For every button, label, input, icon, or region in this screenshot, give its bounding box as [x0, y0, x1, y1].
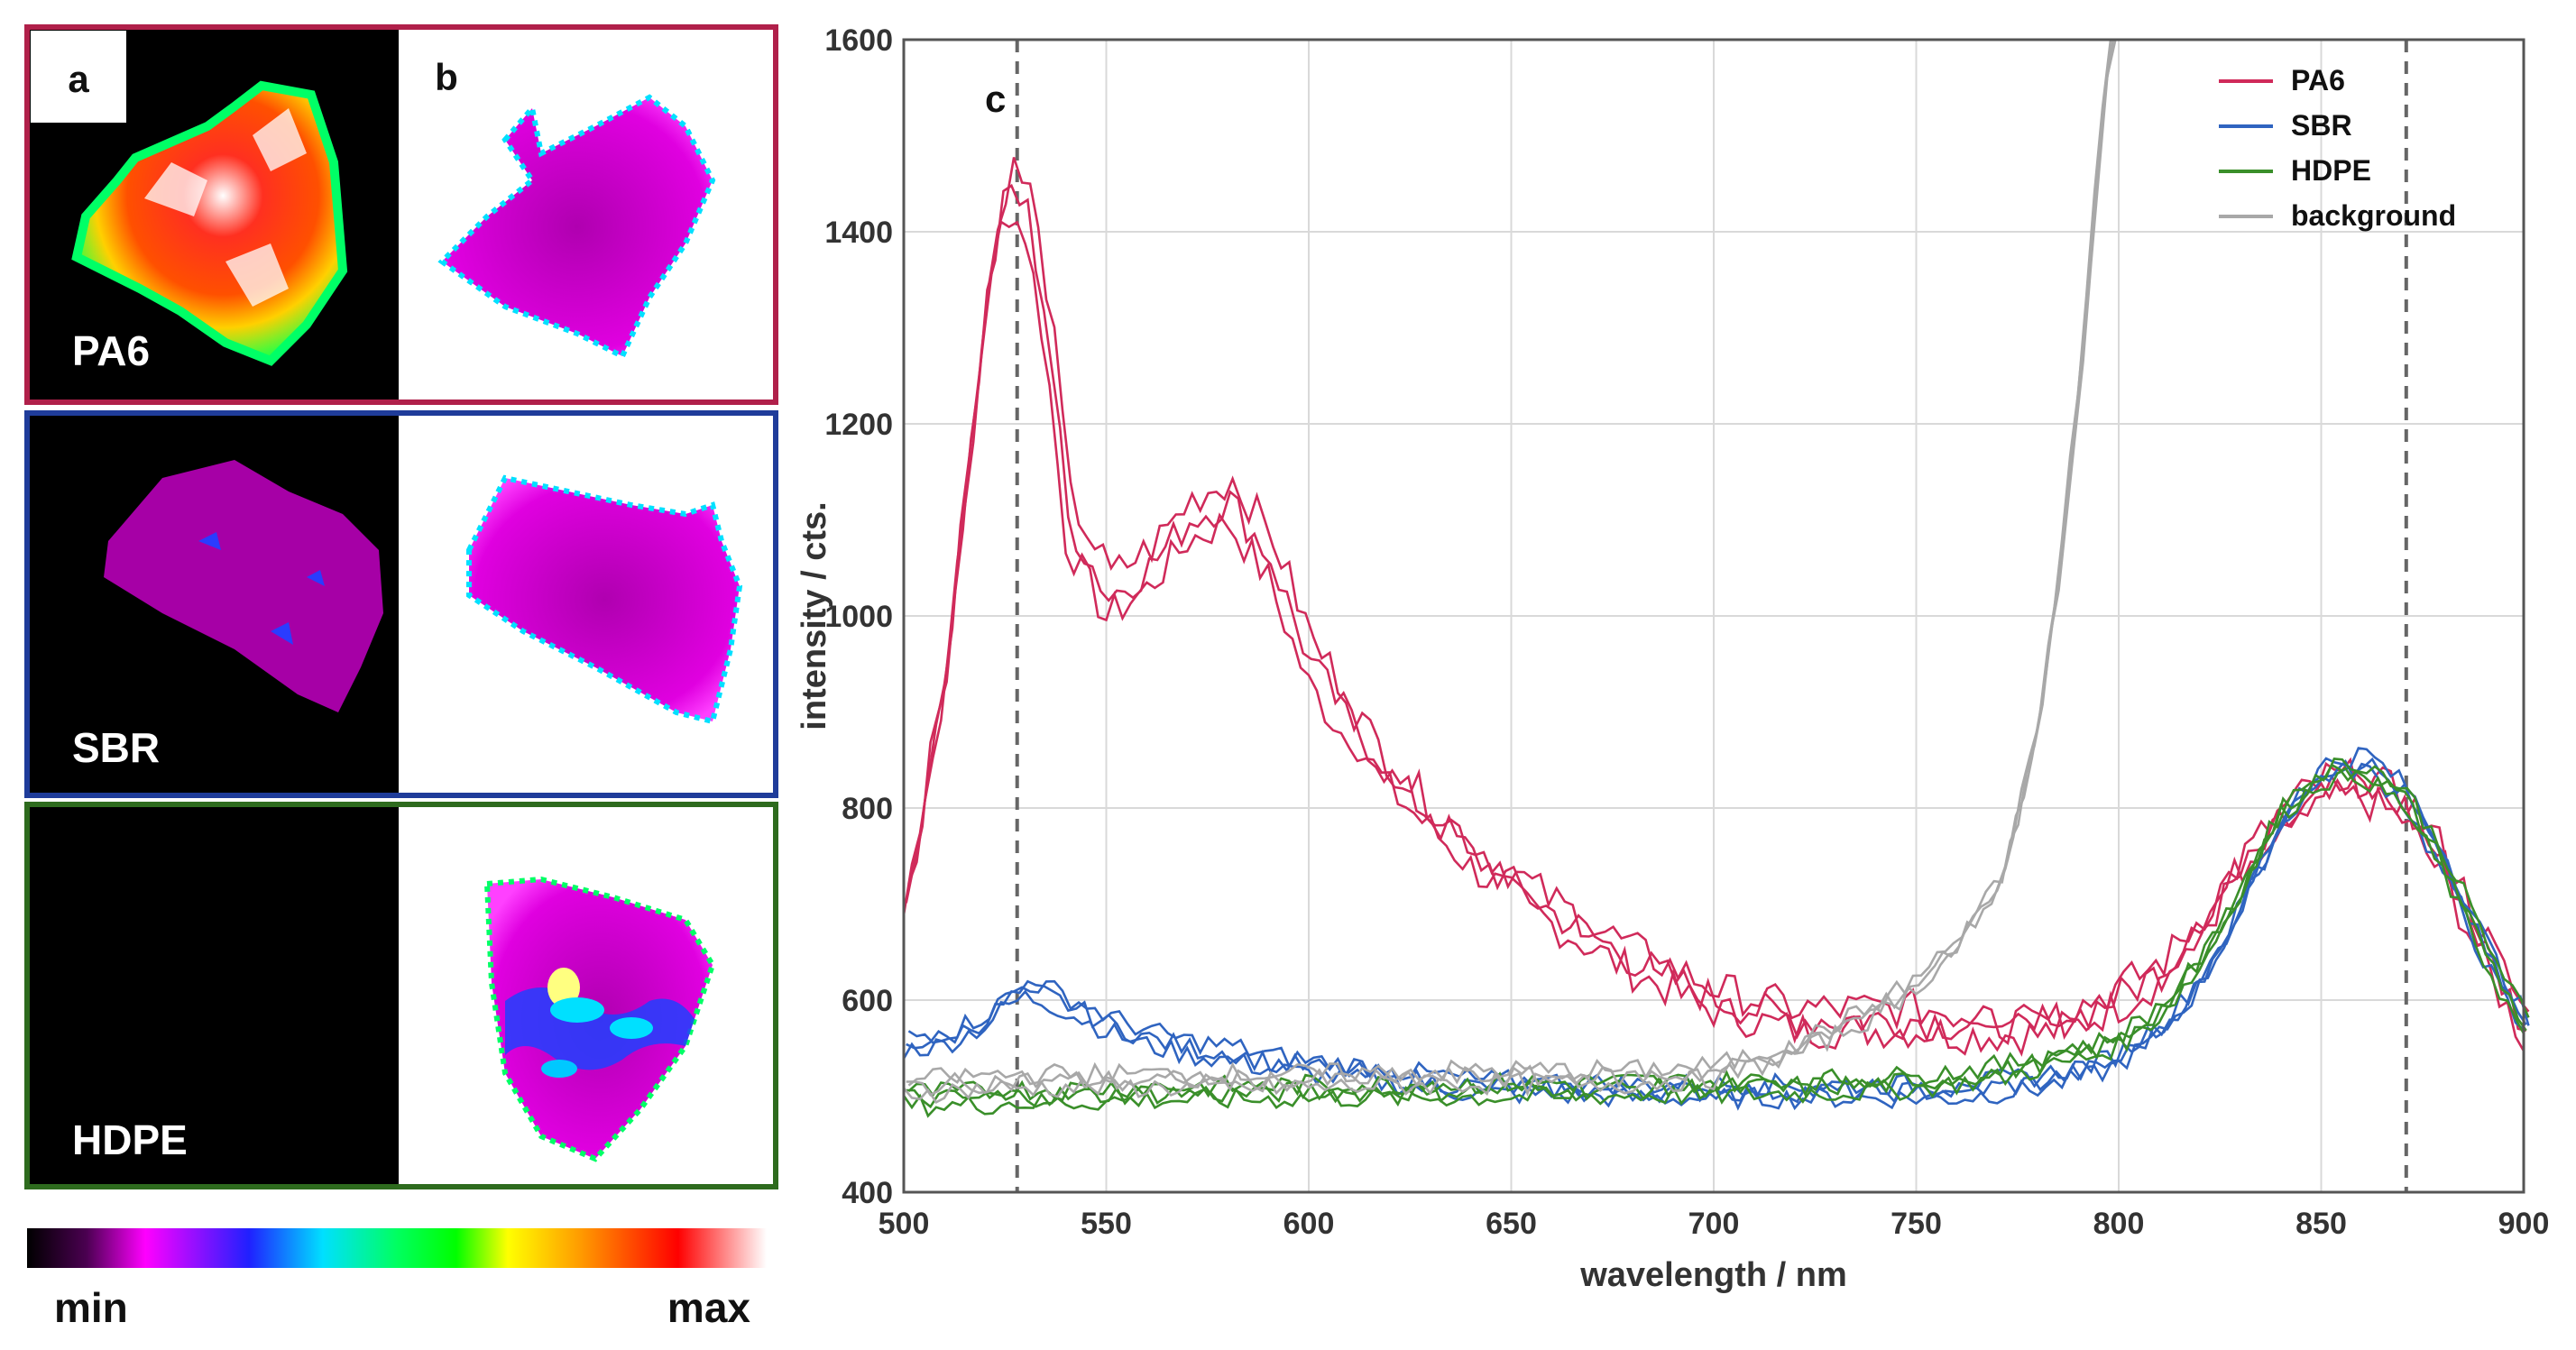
legend-label-sbr: SBR — [2291, 109, 2352, 142]
y-tick-label: 800 — [842, 792, 893, 826]
x-tick-label: 550 — [1081, 1207, 1132, 1241]
hdpe-hotspot — [547, 968, 580, 1007]
colorbar-gradient — [27, 1228, 767, 1268]
y-tick-label: 400 — [842, 1176, 893, 1210]
series-line-background-3 — [908, 40, 2123, 1086]
legend-label-background: background — [2291, 199, 2456, 232]
colorbar-max-label: max — [667, 1284, 750, 1331]
plot-frame — [902, 38, 2525, 1194]
sbr-row-frame — [24, 410, 778, 798]
image-panels: a b PA6 SBR HDPE — [24, 24, 778, 1189]
series-line-hdpe-3 — [907, 758, 2530, 1102]
row-hdpe: HDPE — [24, 802, 778, 1189]
x-tick-label: 750 — [1891, 1207, 1942, 1241]
x-tick-labels: 500 550 600 650 700 750 800 850 900 — [879, 1207, 2550, 1241]
legend-label-pa6: PA6 — [2291, 64, 2345, 96]
hdpe-cyan-spot-1 — [550, 997, 604, 1023]
y-axis-label: intensity / cts. — [796, 501, 833, 730]
hdpe-row-frame — [24, 802, 778, 1189]
y-tick-label: 1200 — [824, 408, 893, 442]
panel-c-letter: c — [985, 78, 1006, 120]
panel-a-label-box — [31, 31, 126, 123]
sbr-material-label: SBR — [72, 724, 160, 771]
hdpe-panel-a-background — [29, 806, 399, 1185]
x-tick-label: 600 — [1283, 1207, 1335, 1241]
series-line-pa6-2 — [905, 183, 2526, 1046]
pa6-material-label: PA6 — [72, 327, 150, 374]
y-tick-labels: 400 600 800 1000 1200 1400 1600 — [824, 23, 893, 1210]
panel-b-letter: b — [435, 56, 458, 98]
y-tick-label: 1000 — [824, 600, 893, 634]
y-tick-label: 600 — [842, 984, 893, 1018]
y-tick-label: 1600 — [824, 23, 893, 58]
x-tick-label: 700 — [1688, 1207, 1740, 1241]
colorbar: min max — [27, 1228, 767, 1331]
colorbar-min-label: min — [54, 1284, 128, 1331]
sbr-blue-spots — [198, 532, 325, 645]
pa6-reflectance-map — [437, 94, 716, 361]
sbr-reflectance-map — [466, 474, 743, 725]
pa6-hotspots — [144, 108, 307, 307]
series-line-pa6-3 — [907, 157, 2530, 1032]
x-tick-label: 900 — [2498, 1207, 2550, 1241]
sbr-fluorescence-map — [104, 460, 383, 712]
series-line-pa6-1 — [902, 219, 2525, 1057]
legend-label-hdpe: HDPE — [2291, 154, 2371, 187]
chart-grid — [903, 39, 2525, 1193]
x-tick-label: 650 — [1486, 1207, 1537, 1241]
chart-series — [902, 40, 2530, 1118]
chart-legend: PA6 SBR HDPE background — [2219, 64, 2456, 232]
pa6-row-frame — [24, 24, 778, 405]
hdpe-cyan-spot-3 — [541, 1060, 577, 1078]
row-sbr: SBR — [24, 410, 778, 798]
y-tick-label: 1400 — [824, 216, 893, 250]
spectra-chart: 500 550 600 650 700 750 800 850 900 400 600 800 100… — [796, 23, 2549, 1294]
x-axis-label: wavelength / nm — [1579, 1256, 1847, 1294]
hdpe-cyan-spot-2 — [610, 1017, 653, 1039]
panel-a-letter: a — [68, 58, 89, 100]
hdpe-material-label: HDPE — [72, 1116, 188, 1163]
x-tick-label: 850 — [2295, 1207, 2347, 1241]
x-tick-label: 800 — [2093, 1207, 2145, 1241]
row-pa6: a b PA6 — [24, 24, 778, 405]
x-tick-label: 500 — [879, 1207, 930, 1241]
